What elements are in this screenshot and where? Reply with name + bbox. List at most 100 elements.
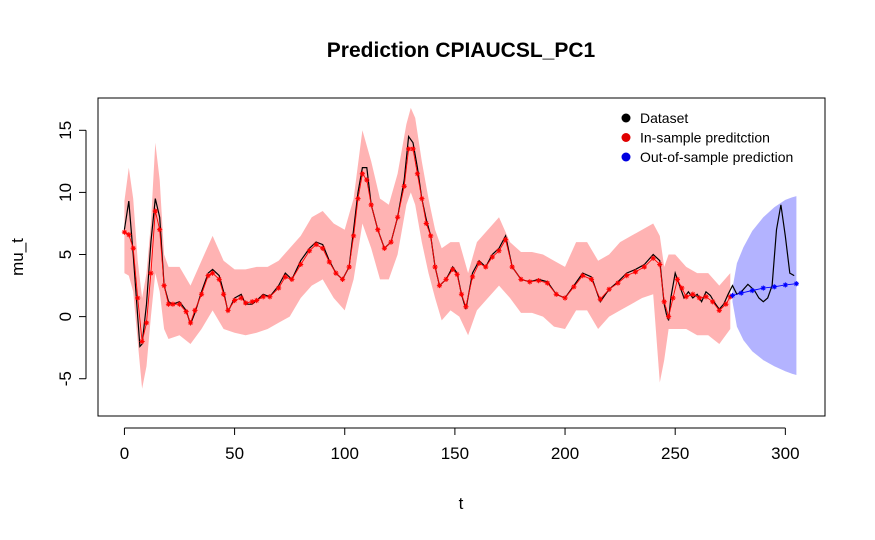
legend-item: In-sample preditction — [621, 130, 770, 146]
x-tick-label: 100 — [331, 444, 359, 463]
insample-point — [187, 320, 194, 326]
insample-point — [632, 269, 639, 275]
insample-line — [124, 148, 731, 342]
insample-point — [183, 309, 189, 315]
insample-point — [703, 294, 709, 300]
x-axis-label: t — [459, 494, 464, 513]
insample-point — [723, 301, 729, 307]
insample-point — [571, 284, 577, 290]
insample-point — [716, 307, 722, 314]
insample-point — [346, 264, 352, 270]
insample-point — [126, 232, 132, 238]
insample-point — [562, 295, 568, 301]
insample-point — [282, 274, 288, 280]
plot-frame — [97, 97, 826, 417]
insample-point — [450, 266, 456, 273]
x-tick-label: 300 — [771, 444, 799, 463]
insample-point — [289, 276, 295, 282]
insample-point — [267, 294, 273, 300]
insample-point — [544, 280, 551, 286]
x-tick-label: 50 — [225, 444, 244, 463]
insample-point — [727, 294, 733, 300]
insample-point — [364, 177, 370, 183]
insample-point — [527, 279, 533, 285]
insample-point — [139, 338, 145, 345]
insample-point — [170, 301, 176, 307]
insample-point — [518, 276, 524, 282]
insample-point — [483, 264, 489, 270]
insample-point — [406, 146, 412, 152]
x-tick-label: 150 — [441, 444, 469, 463]
insample-point — [615, 280, 621, 286]
insample-point — [157, 227, 163, 233]
x-tick-label: 250 — [661, 444, 689, 463]
insample-point — [198, 291, 205, 297]
insample-point — [454, 271, 460, 277]
insample-point — [205, 273, 211, 279]
outsample-band — [732, 196, 797, 375]
insample-point — [641, 264, 647, 270]
x-axis: 0 50 100 150 200 250 300 — [120, 427, 800, 463]
legend-label: In-sample preditction — [640, 130, 770, 146]
outsample-point — [738, 290, 744, 296]
insample-point — [679, 285, 685, 291]
insample-point — [476, 260, 482, 266]
y-tick-label: 0 — [56, 312, 75, 321]
insample-point — [690, 291, 696, 297]
legend-marker — [621, 133, 631, 142]
insample-point — [657, 261, 663, 268]
insample-point — [313, 241, 319, 248]
legend-marker — [621, 152, 631, 162]
insample-point — [333, 270, 339, 276]
insample-point — [463, 304, 469, 310]
insample-point — [580, 273, 586, 279]
insample-point — [121, 229, 128, 235]
insample-point — [661, 299, 667, 305]
insample-point — [553, 291, 559, 297]
insample-point — [419, 196, 425, 202]
insample-point — [509, 264, 515, 270]
insample-point — [359, 171, 365, 177]
insample-point — [436, 282, 443, 289]
insample-point — [665, 314, 672, 320]
insample-point — [355, 196, 361, 202]
y-tick-label: -5 — [56, 371, 75, 386]
insample-point — [326, 259, 332, 265]
insample-point — [165, 301, 172, 307]
insample-point — [306, 248, 313, 254]
insample-point — [152, 208, 158, 214]
legend-item: Out-of-sample prediction — [621, 149, 793, 165]
legend: Dataset In-sample preditction Out-of-sampl… — [621, 110, 793, 165]
outsample-point — [760, 285, 766, 291]
legend-item: Dataset — [621, 110, 688, 126]
insample-point — [350, 233, 357, 239]
insample-point — [401, 183, 407, 189]
outsample-point — [729, 292, 736, 299]
insample-point — [276, 285, 282, 291]
insample-point — [414, 171, 421, 177]
x-tick-label: 0 — [120, 444, 129, 463]
insample-point — [192, 307, 198, 314]
insample-point — [220, 291, 227, 297]
y-tick-label: 15 — [56, 121, 75, 140]
legend-label: Out-of-sample prediction — [640, 149, 793, 165]
insample-point — [388, 239, 394, 245]
insample-band — [124, 107, 731, 389]
insample-point — [135, 295, 141, 301]
insample-point — [238, 295, 244, 301]
outsample-point — [749, 287, 755, 294]
insample-point — [320, 245, 326, 251]
insample-point — [381, 245, 387, 251]
insample-point — [674, 276, 680, 282]
insample-point — [225, 307, 231, 314]
insample-point — [243, 300, 249, 306]
insample-point — [710, 299, 716, 305]
legend-marker — [621, 113, 631, 123]
insample-point — [432, 264, 438, 270]
insample-point — [130, 245, 136, 251]
insample-point — [395, 214, 401, 220]
insample-point — [216, 276, 222, 282]
insample-point — [260, 294, 266, 300]
chart-title: Prediction CPIAUCSL_PC1 — [327, 39, 596, 62]
insample-point — [231, 297, 238, 304]
